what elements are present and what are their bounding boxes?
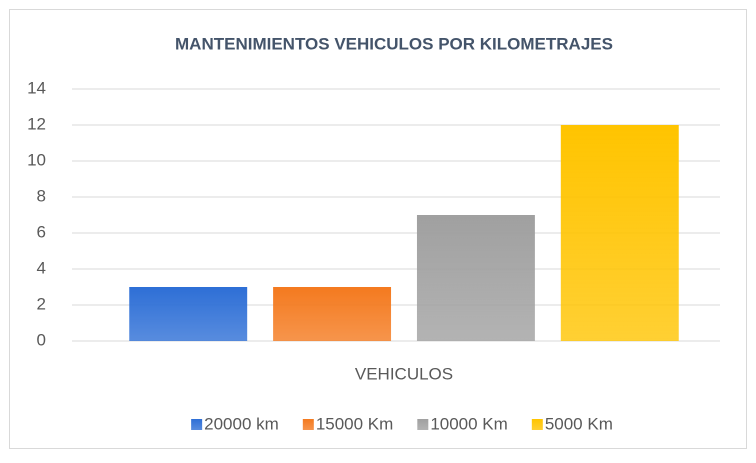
y-tick-label: 8 (37, 186, 46, 205)
legend-label: 5000 Km (545, 414, 613, 433)
x-tick-label: VEHICULOS (355, 364, 453, 383)
bar (560, 125, 679, 341)
y-tick-label: 10 (27, 150, 46, 169)
y-tick-label: 12 (27, 114, 46, 133)
bar (416, 215, 535, 341)
legend-swatch (191, 419, 203, 430)
y-tick-label: 2 (37, 294, 46, 313)
legend-swatch (531, 419, 543, 430)
y-tick-label: 6 (37, 222, 46, 241)
chart-title: MANTENIMIENTOS VEHICULOS POR KILOMETRAJE… (175, 34, 613, 53)
y-tick-label: 14 (27, 78, 46, 97)
bar (129, 287, 248, 341)
y-tick-label: 0 (37, 330, 46, 349)
legend-label: 10000 Km (430, 414, 508, 433)
legend-label: 20000 km (204, 414, 279, 433)
legend-label: 15000 Km (316, 414, 394, 433)
bar (273, 287, 392, 341)
y-tick-label: 4 (37, 258, 46, 277)
legend-swatch (302, 419, 314, 430)
legend-swatch (417, 419, 429, 430)
